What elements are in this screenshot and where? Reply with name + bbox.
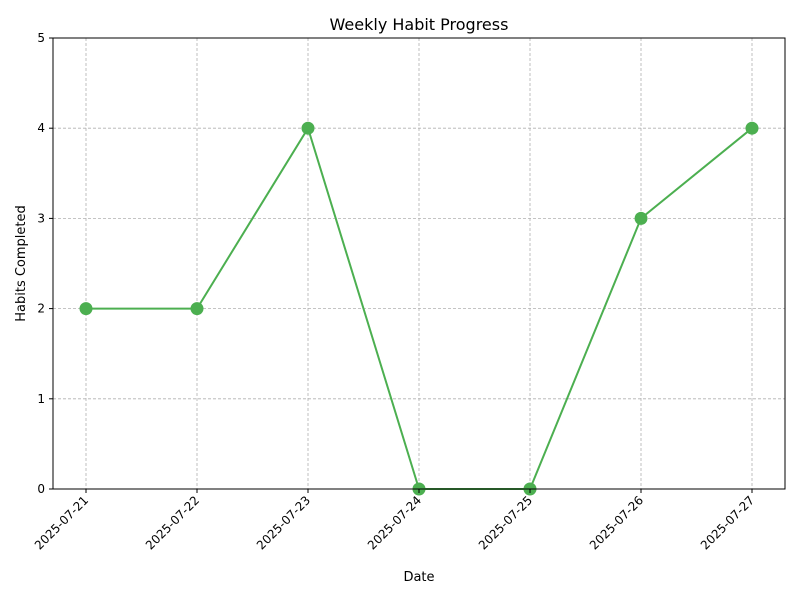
y-tick-label: 2 <box>37 302 45 316</box>
data-point <box>634 211 648 225</box>
ticks: 0 1 2 3 4 5 2025-07-21 2025-07-22 2025-07-23 2025… <box>32 31 757 552</box>
y-tick-label: 0 <box>37 482 45 496</box>
data-point <box>79 302 93 316</box>
x-tick-label: 2025-07-27 <box>698 493 757 552</box>
data-point <box>190 302 204 316</box>
chart-title: Weekly Habit Progress <box>330 15 509 34</box>
y-tick-label: 4 <box>37 121 45 135</box>
data-point <box>745 121 759 135</box>
x-tick-label: 2025-07-26 <box>587 493 646 552</box>
y-tick-label: 1 <box>37 392 45 406</box>
x-axis-label: Date <box>403 570 434 585</box>
grid <box>53 38 785 489</box>
y-axis-label: Habits Completed <box>14 205 29 322</box>
y-tick-label: 3 <box>37 211 45 225</box>
data-point <box>301 121 315 135</box>
x-tick-label: 2025-07-25 <box>476 493 535 552</box>
x-tick-label: 2025-07-22 <box>143 493 202 552</box>
x-tick-label: 2025-07-23 <box>254 493 313 552</box>
x-tick-label: 2025-07-24 <box>365 493 424 552</box>
x-tick-label: 2025-07-21 <box>32 493 91 552</box>
y-tick-label: 5 <box>37 31 45 45</box>
